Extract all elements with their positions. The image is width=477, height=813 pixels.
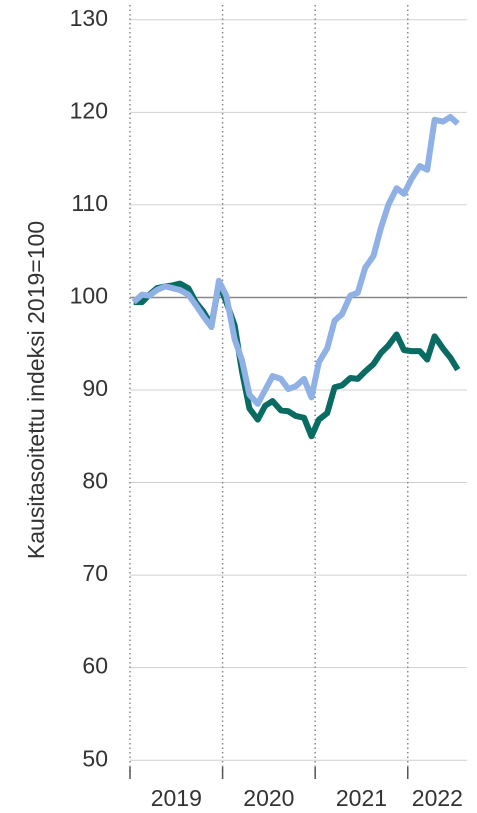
x-tick-label: 2019	[151, 785, 202, 811]
y-tick-label: 100	[70, 283, 108, 309]
x-tick-label: 2021	[336, 785, 387, 811]
y-tick-label: 70	[82, 560, 108, 586]
y-tick-label: 110	[71, 190, 108, 216]
y-axis-label: Kausitasoitettu indeksi 2019=100	[23, 221, 49, 559]
y-tick-label: 130	[70, 5, 108, 31]
y-tick-label: 50	[82, 745, 108, 771]
y-tick-label: 60	[82, 653, 108, 679]
y-tick-label: 80	[82, 468, 108, 494]
y-tick-label: 120	[70, 97, 108, 123]
y-tick-label: 90	[82, 375, 108, 401]
series-line	[131, 113, 460, 407]
series-line	[133, 280, 461, 440]
x-tick-label: 2020	[243, 785, 294, 811]
x-tick-label: 2022	[412, 785, 463, 811]
